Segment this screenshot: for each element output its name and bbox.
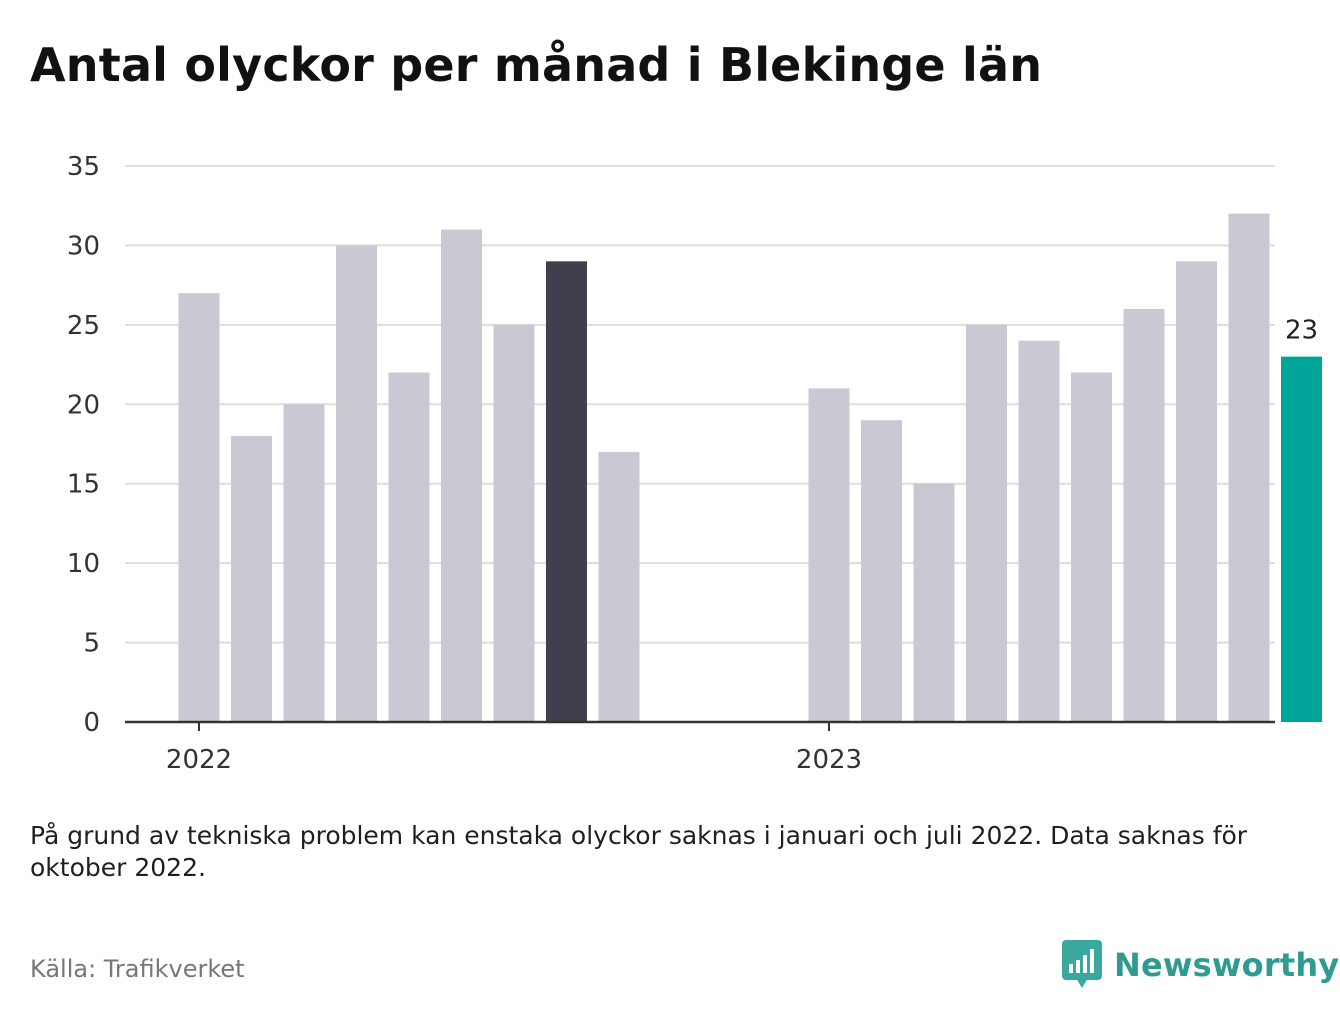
bar-2023-05 [1018, 340, 1060, 722]
x-tick-label: 2023 [796, 745, 862, 775]
bar-2022-02 [231, 436, 272, 722]
brand-name: Newsworthy [1114, 946, 1340, 984]
bars [178, 213, 1322, 723]
newsworthy-logo-icon [1062, 940, 1102, 988]
bar-2022-01 [178, 293, 220, 722]
y-tick-label: 15 [67, 470, 100, 500]
bar-2022-07 [493, 324, 535, 722]
bar-2023-07 [1123, 308, 1165, 722]
data-labels: 23 [1285, 316, 1318, 346]
bar-2023-06 [1071, 372, 1112, 722]
chart-title: Antal olyckor per månad i Blekinge län [30, 38, 1043, 92]
y-tick-label: 10 [67, 549, 100, 579]
bar-2023-02 [861, 420, 902, 722]
data-label-2023-10: 23 [1285, 316, 1318, 346]
bar-2022-03 [283, 404, 325, 722]
bar-2022-06 [441, 229, 482, 723]
bar-2023-01 [808, 388, 850, 722]
bar-chart: 0 5 10 15 20 25 30 35 23 2022 2023 [67, 152, 1322, 775]
y-tick-label: 25 [67, 311, 100, 341]
source-label: Källa: Trafikverket [30, 955, 245, 983]
x-axis: 2022 2023 [125, 720, 1275, 775]
bar-2022-09 [598, 451, 640, 722]
y-tick-label: 30 [67, 231, 100, 261]
brand-logo: Newsworthy [1062, 940, 1339, 990]
bar-2022-04 [336, 245, 377, 722]
bar-2022-05 [388, 372, 430, 722]
bar-2023-09 [1228, 213, 1270, 722]
y-axis-ticks: 0 5 10 15 20 25 30 35 [67, 152, 100, 738]
bar-2022-08 [546, 261, 587, 722]
chart-note: På grund av tekniska problem kan enstaka… [30, 821, 1248, 882]
y-tick-label: 0 [83, 708, 100, 738]
y-tick-label: 20 [67, 390, 100, 420]
y-tick-label: 5 [83, 629, 100, 659]
bar-2023-08 [1176, 261, 1217, 722]
bar-2023-10 [1281, 356, 1322, 722]
y-tick-label: 35 [67, 152, 100, 182]
x-tick-label: 2022 [166, 745, 232, 775]
bar-2023-04 [966, 324, 1007, 722]
bar-2023-03 [913, 483, 955, 722]
